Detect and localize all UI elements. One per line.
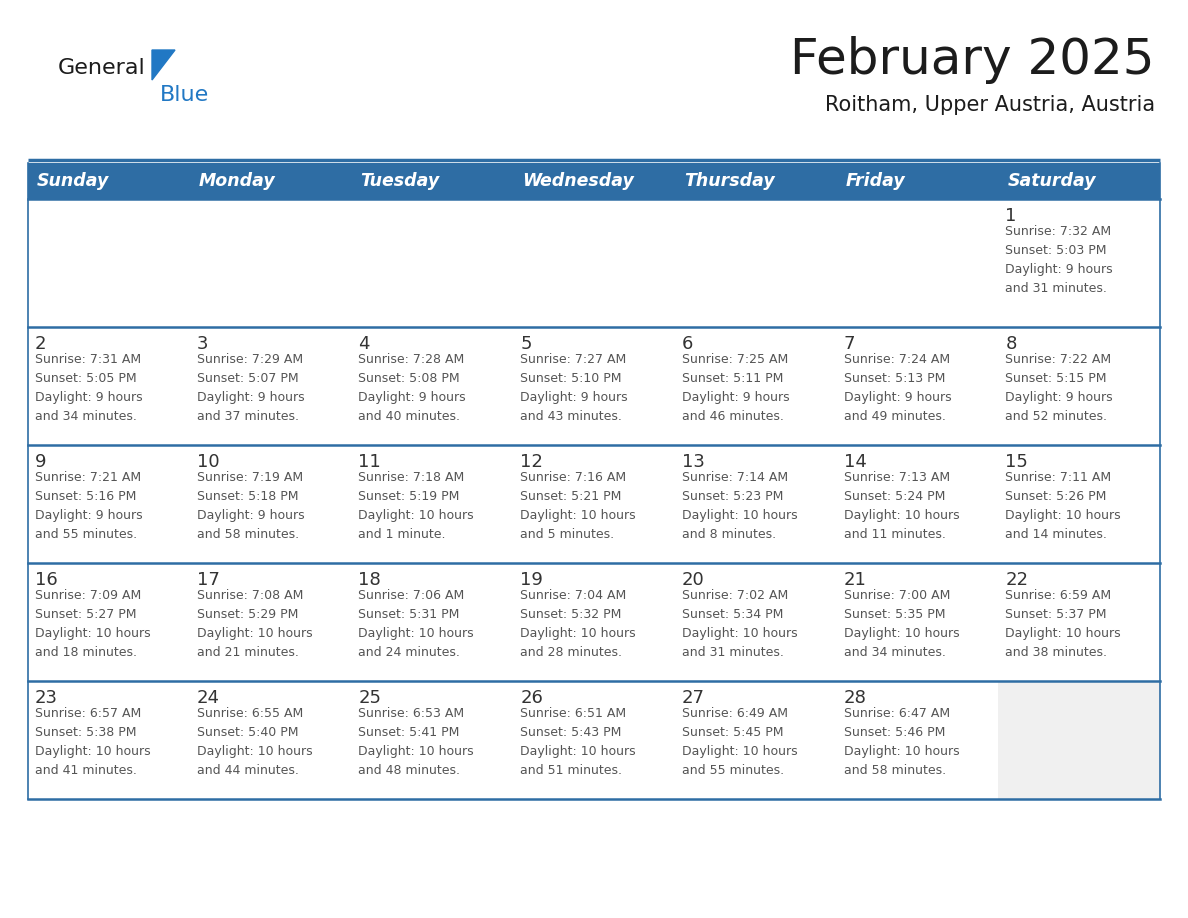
Text: 21: 21 — [843, 571, 866, 589]
Bar — [29, 163, 190, 199]
Text: Sunrise: 7:31 AM
Sunset: 5:05 PM
Daylight: 9 hours
and 34 minutes.: Sunrise: 7:31 AM Sunset: 5:05 PM Dayligh… — [34, 353, 143, 423]
Text: Sunrise: 7:04 AM
Sunset: 5:32 PM
Daylight: 10 hours
and 28 minutes.: Sunrise: 7:04 AM Sunset: 5:32 PM Dayligh… — [520, 589, 636, 659]
Text: 11: 11 — [359, 453, 381, 471]
Text: 17: 17 — [197, 571, 220, 589]
Text: Sunrise: 7:24 AM
Sunset: 5:13 PM
Daylight: 9 hours
and 49 minutes.: Sunrise: 7:24 AM Sunset: 5:13 PM Dayligh… — [843, 353, 952, 423]
Bar — [513, 163, 675, 199]
Text: 12: 12 — [520, 453, 543, 471]
Bar — [190, 163, 352, 199]
Text: Sunrise: 6:47 AM
Sunset: 5:46 PM
Daylight: 10 hours
and 58 minutes.: Sunrise: 6:47 AM Sunset: 5:46 PM Dayligh… — [843, 707, 959, 777]
Bar — [675, 163, 836, 199]
Text: 9: 9 — [34, 453, 46, 471]
Bar — [29, 563, 1159, 681]
Text: 10: 10 — [197, 453, 220, 471]
Text: 13: 13 — [682, 453, 704, 471]
Text: 25: 25 — [359, 689, 381, 707]
Text: Sunrise: 7:11 AM
Sunset: 5:26 PM
Daylight: 10 hours
and 14 minutes.: Sunrise: 7:11 AM Sunset: 5:26 PM Dayligh… — [1005, 471, 1121, 541]
Bar — [352, 163, 513, 199]
Text: 28: 28 — [843, 689, 866, 707]
Text: Sunrise: 6:57 AM
Sunset: 5:38 PM
Daylight: 10 hours
and 41 minutes.: Sunrise: 6:57 AM Sunset: 5:38 PM Dayligh… — [34, 707, 151, 777]
Bar — [29, 199, 1159, 327]
Text: Sunrise: 6:51 AM
Sunset: 5:43 PM
Daylight: 10 hours
and 51 minutes.: Sunrise: 6:51 AM Sunset: 5:43 PM Dayligh… — [520, 707, 636, 777]
Bar — [29, 327, 1159, 445]
Text: 20: 20 — [682, 571, 704, 589]
Text: Roitham, Upper Austria, Austria: Roitham, Upper Austria, Austria — [824, 95, 1155, 115]
Text: 24: 24 — [197, 689, 220, 707]
Bar — [29, 681, 1159, 799]
Text: Tuesday: Tuesday — [360, 172, 440, 190]
Text: Saturday: Saturday — [1007, 172, 1095, 190]
Text: Sunrise: 7:25 AM
Sunset: 5:11 PM
Daylight: 9 hours
and 46 minutes.: Sunrise: 7:25 AM Sunset: 5:11 PM Dayligh… — [682, 353, 790, 423]
Text: Sunrise: 7:29 AM
Sunset: 5:07 PM
Daylight: 9 hours
and 37 minutes.: Sunrise: 7:29 AM Sunset: 5:07 PM Dayligh… — [197, 353, 304, 423]
Text: Sunrise: 6:49 AM
Sunset: 5:45 PM
Daylight: 10 hours
and 55 minutes.: Sunrise: 6:49 AM Sunset: 5:45 PM Dayligh… — [682, 707, 797, 777]
Text: 2: 2 — [34, 335, 46, 353]
Text: 8: 8 — [1005, 335, 1017, 353]
Text: 26: 26 — [520, 689, 543, 707]
Text: 7: 7 — [843, 335, 855, 353]
Text: General: General — [58, 58, 146, 78]
Text: Monday: Monday — [198, 172, 276, 190]
Text: Sunday: Sunday — [37, 172, 109, 190]
Text: Sunrise: 7:28 AM
Sunset: 5:08 PM
Daylight: 9 hours
and 40 minutes.: Sunrise: 7:28 AM Sunset: 5:08 PM Dayligh… — [359, 353, 466, 423]
Text: February 2025: February 2025 — [790, 36, 1155, 84]
Text: Thursday: Thursday — [684, 172, 775, 190]
Text: Sunrise: 7:19 AM
Sunset: 5:18 PM
Daylight: 9 hours
and 58 minutes.: Sunrise: 7:19 AM Sunset: 5:18 PM Dayligh… — [197, 471, 304, 541]
Text: 22: 22 — [1005, 571, 1029, 589]
Text: Sunrise: 7:09 AM
Sunset: 5:27 PM
Daylight: 10 hours
and 18 minutes.: Sunrise: 7:09 AM Sunset: 5:27 PM Dayligh… — [34, 589, 151, 659]
Bar — [998, 163, 1159, 199]
Text: 4: 4 — [359, 335, 369, 353]
Text: Sunrise: 7:06 AM
Sunset: 5:31 PM
Daylight: 10 hours
and 24 minutes.: Sunrise: 7:06 AM Sunset: 5:31 PM Dayligh… — [359, 589, 474, 659]
Text: Sunrise: 7:16 AM
Sunset: 5:21 PM
Daylight: 10 hours
and 5 minutes.: Sunrise: 7:16 AM Sunset: 5:21 PM Dayligh… — [520, 471, 636, 541]
Text: Sunrise: 6:59 AM
Sunset: 5:37 PM
Daylight: 10 hours
and 38 minutes.: Sunrise: 6:59 AM Sunset: 5:37 PM Dayligh… — [1005, 589, 1121, 659]
Text: Sunrise: 7:27 AM
Sunset: 5:10 PM
Daylight: 9 hours
and 43 minutes.: Sunrise: 7:27 AM Sunset: 5:10 PM Dayligh… — [520, 353, 627, 423]
Text: Blue: Blue — [160, 85, 209, 105]
Text: Sunrise: 7:13 AM
Sunset: 5:24 PM
Daylight: 10 hours
and 11 minutes.: Sunrise: 7:13 AM Sunset: 5:24 PM Dayligh… — [843, 471, 959, 541]
Text: 1: 1 — [1005, 207, 1017, 225]
Text: 14: 14 — [843, 453, 866, 471]
Text: 6: 6 — [682, 335, 694, 353]
Text: Sunrise: 7:32 AM
Sunset: 5:03 PM
Daylight: 9 hours
and 31 minutes.: Sunrise: 7:32 AM Sunset: 5:03 PM Dayligh… — [1005, 225, 1113, 295]
Text: 5: 5 — [520, 335, 532, 353]
Text: 3: 3 — [197, 335, 208, 353]
Text: 23: 23 — [34, 689, 58, 707]
Text: Friday: Friday — [846, 172, 905, 190]
Text: Wednesday: Wednesday — [523, 172, 634, 190]
Text: Sunrise: 7:14 AM
Sunset: 5:23 PM
Daylight: 10 hours
and 8 minutes.: Sunrise: 7:14 AM Sunset: 5:23 PM Dayligh… — [682, 471, 797, 541]
Bar — [836, 163, 998, 199]
Text: Sunrise: 7:02 AM
Sunset: 5:34 PM
Daylight: 10 hours
and 31 minutes.: Sunrise: 7:02 AM Sunset: 5:34 PM Dayligh… — [682, 589, 797, 659]
Text: Sunrise: 7:00 AM
Sunset: 5:35 PM
Daylight: 10 hours
and 34 minutes.: Sunrise: 7:00 AM Sunset: 5:35 PM Dayligh… — [843, 589, 959, 659]
Text: 27: 27 — [682, 689, 704, 707]
Text: Sunrise: 7:18 AM
Sunset: 5:19 PM
Daylight: 10 hours
and 1 minute.: Sunrise: 7:18 AM Sunset: 5:19 PM Dayligh… — [359, 471, 474, 541]
Text: Sunrise: 6:53 AM
Sunset: 5:41 PM
Daylight: 10 hours
and 48 minutes.: Sunrise: 6:53 AM Sunset: 5:41 PM Dayligh… — [359, 707, 474, 777]
Bar — [29, 445, 1159, 563]
Text: 15: 15 — [1005, 453, 1028, 471]
Text: Sunrise: 7:08 AM
Sunset: 5:29 PM
Daylight: 10 hours
and 21 minutes.: Sunrise: 7:08 AM Sunset: 5:29 PM Dayligh… — [197, 589, 312, 659]
Polygon shape — [152, 50, 175, 80]
Text: 19: 19 — [520, 571, 543, 589]
Text: Sunrise: 7:21 AM
Sunset: 5:16 PM
Daylight: 9 hours
and 55 minutes.: Sunrise: 7:21 AM Sunset: 5:16 PM Dayligh… — [34, 471, 143, 541]
Text: Sunrise: 7:22 AM
Sunset: 5:15 PM
Daylight: 9 hours
and 52 minutes.: Sunrise: 7:22 AM Sunset: 5:15 PM Dayligh… — [1005, 353, 1113, 423]
Text: 16: 16 — [34, 571, 58, 589]
Text: 18: 18 — [359, 571, 381, 589]
Text: Sunrise: 6:55 AM
Sunset: 5:40 PM
Daylight: 10 hours
and 44 minutes.: Sunrise: 6:55 AM Sunset: 5:40 PM Dayligh… — [197, 707, 312, 777]
Bar — [998, 681, 1159, 799]
